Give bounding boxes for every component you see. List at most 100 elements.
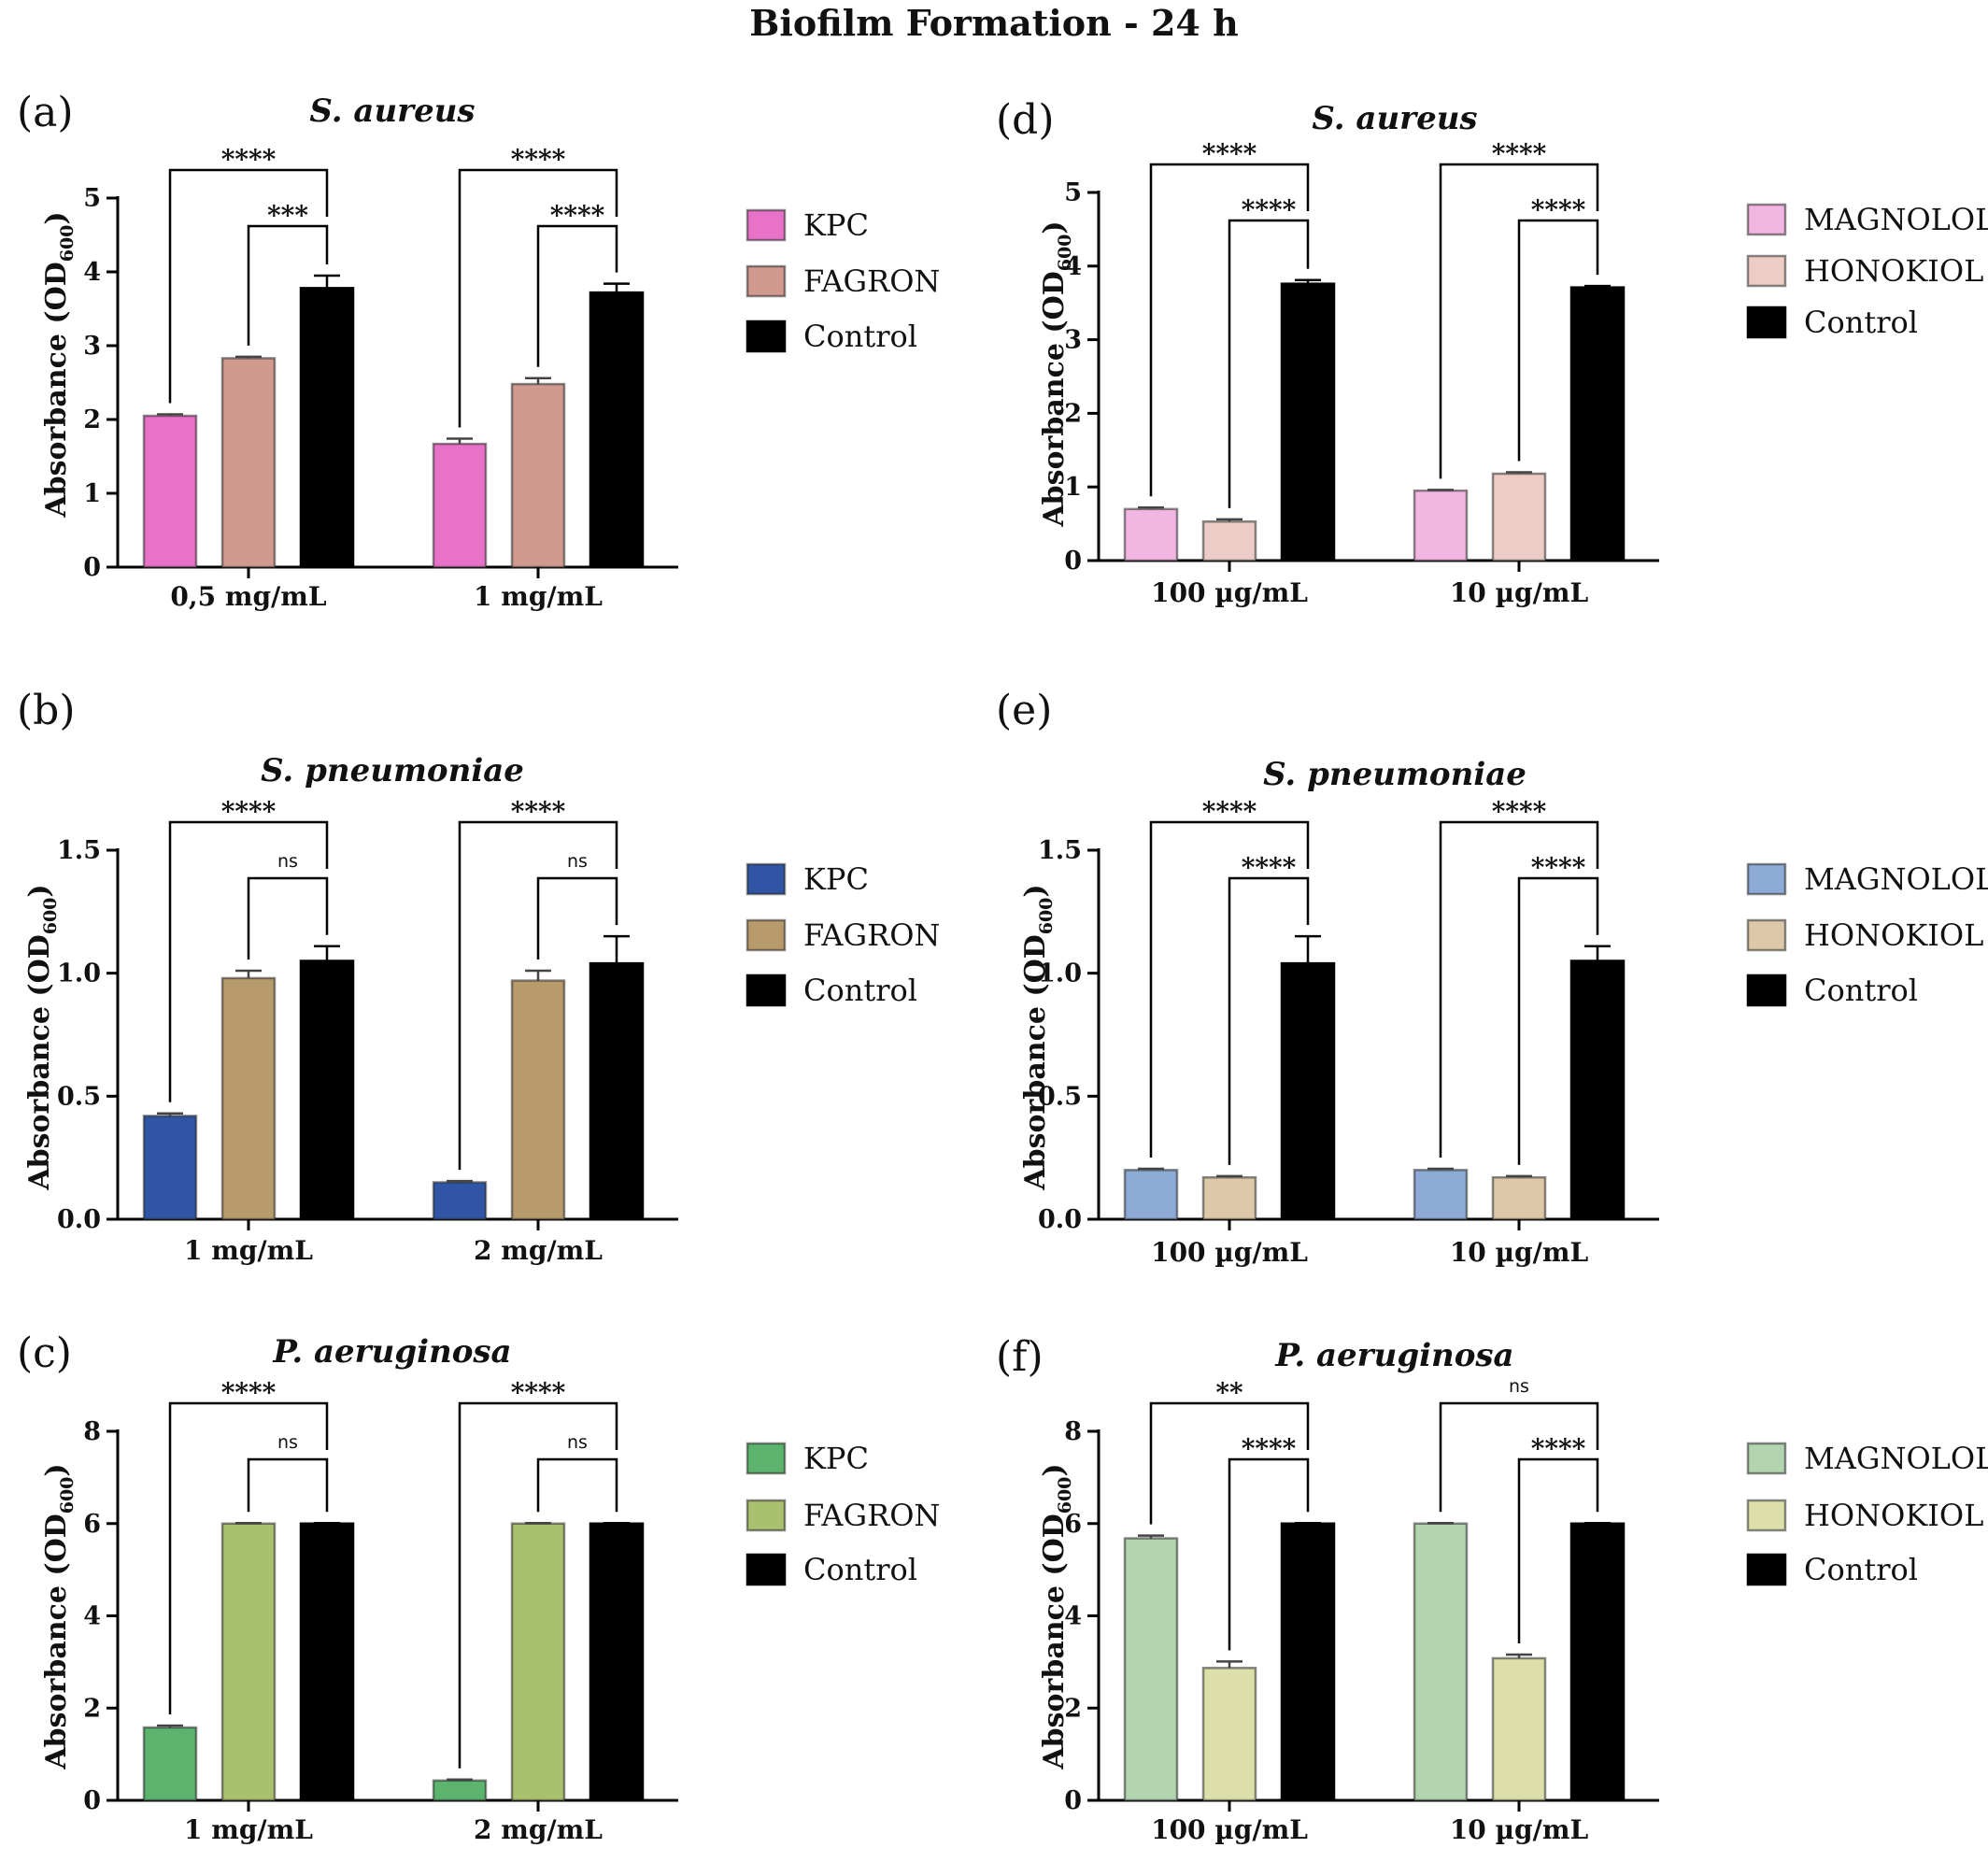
legend-swatch (746, 264, 787, 298)
x-category-label: 2 mg/mL (474, 1235, 603, 1266)
bar-control (1569, 1522, 1626, 1802)
y-tick-label: 0 (83, 553, 101, 582)
legend-swatch (746, 862, 787, 896)
y-axis-label: Absorbance (OD600) (1019, 884, 1057, 1190)
legend-label: FAGRON (803, 263, 940, 299)
y-tick-label: 5 (1064, 178, 1082, 207)
bar-fagron (510, 382, 566, 569)
bar-honokiol (1201, 519, 1257, 562)
bar-kpc (432, 1779, 488, 1802)
y-tick-label: 0.0 (1038, 1205, 1082, 1234)
legend-label: HONOKIOL (1804, 253, 1983, 289)
bar-magnolol (1413, 1522, 1469, 1802)
legend-label: FAGRON (803, 917, 940, 953)
legend-swatch (746, 1499, 787, 1532)
y-tick-label: 0 (83, 1786, 101, 1815)
legend-label: MAGNOLOL (1804, 1441, 1988, 1476)
bar-fagron (220, 357, 277, 569)
significance-label: **** (1242, 852, 1297, 883)
significance-bracket (1439, 820, 1599, 1158)
significance-bracket (168, 1401, 329, 1715)
panel-title: P. aeruginosa (272, 1333, 511, 1371)
bar-control (589, 961, 645, 1221)
x-category-label: 100 µg/mL (1151, 1237, 1308, 1268)
y-tick-label: 1.5 (1038, 836, 1082, 865)
legend-label: KPC (803, 1441, 869, 1476)
bar-kpc (432, 1181, 488, 1221)
bar-fagron (510, 1522, 566, 1802)
y-tick-label: 0.5 (1038, 1082, 1082, 1111)
significance-bracket (1439, 1401, 1599, 1513)
panel-label: (d) (996, 96, 1055, 144)
x-category-label: 100 µg/mL (1151, 1814, 1308, 1845)
significance-bracket (247, 224, 329, 346)
y-tick-label: 2 (83, 1694, 101, 1723)
y-tick-label: 3 (83, 332, 101, 361)
y-tick-label: 2 (1064, 1694, 1082, 1723)
bar-control (589, 1522, 645, 1802)
significance-label: ** (1215, 1377, 1243, 1408)
bar-control (299, 287, 355, 569)
significance-label: **** (1531, 194, 1586, 225)
bar-magnolol (1123, 1169, 1179, 1221)
legend-label: KPC (803, 861, 869, 897)
chart-panel-4: (d) S. aureus Absorbance (OD600) 0 1 2 3 4 5 100 … (996, 96, 1988, 608)
y-tick-label: 1.0 (57, 959, 101, 988)
significance-label: **** (1242, 1433, 1297, 1464)
significance-label: **** (511, 144, 566, 175)
significance-bracket (458, 1401, 618, 1769)
legend-label: HONOKIOL (1804, 1498, 1983, 1533)
legend-swatch (746, 974, 787, 1007)
y-tick-label: 0.0 (57, 1205, 101, 1234)
figure-title: Biofilm Formation - 24 h (749, 2, 1239, 44)
significance-bracket (1228, 219, 1310, 508)
significance-label: **** (550, 200, 605, 231)
bar-magnolol (1123, 507, 1179, 562)
y-tick-label: 5 (83, 184, 101, 213)
chart-panel-6: (f) P. aeruginosa Absorbance (OD600) 0 2 4 6 8 1… (996, 1333, 1988, 1845)
x-category-label: 100 µg/mL (1151, 577, 1308, 608)
legend-swatch (1746, 862, 1787, 896)
y-axis-label: Absorbance (OD600) (40, 211, 78, 518)
panel-label: (f) (996, 1333, 1044, 1381)
y-axis-label: Absorbance (OD600) (1038, 220, 1075, 527)
y-tick-label: 1.0 (1038, 959, 1082, 988)
bar-fagron (510, 979, 566, 1221)
legend-label: Control (803, 973, 917, 1008)
x-category-label: 1 mg/mL (184, 1814, 313, 1845)
x-category-label: 2 mg/mL (474, 1814, 603, 1845)
significance-bracket (247, 876, 329, 960)
x-category-label: 0,5 mg/mL (170, 581, 327, 612)
significance-bracket (536, 1457, 618, 1513)
y-tick-label: 4 (83, 258, 101, 287)
significance-label: **** (221, 1377, 277, 1408)
significance-label: **** (511, 1377, 566, 1408)
significance-label: ns (1509, 1376, 1529, 1397)
legend-label: Control (1804, 1552, 1918, 1587)
bar-kpc (142, 414, 198, 569)
legend-swatch (746, 918, 787, 952)
significance-bracket (1439, 163, 1599, 479)
significance-bracket (1149, 820, 1310, 1158)
y-tick-label: 6 (83, 1510, 101, 1539)
significance-label: ns (277, 851, 298, 872)
y-tick-label: 1 (83, 479, 101, 508)
chart-panel-5: (e) S. pneumoniae Absorbance (OD600) 0.0 0.5… (996, 687, 1988, 1268)
legend-swatch (1746, 1553, 1787, 1586)
legend-swatch (1746, 918, 1787, 952)
significance-label: **** (1202, 796, 1257, 827)
significance-label: **** (221, 144, 277, 175)
significance-label: *** (267, 200, 308, 231)
legend-swatch (1746, 203, 1787, 236)
y-axis-label: Absorbance (OD600) (1038, 1463, 1075, 1770)
significance-label: **** (221, 796, 277, 827)
legend-swatch (1746, 1499, 1787, 1532)
significance-bracket (1517, 1457, 1599, 1643)
y-tick-label: 1.5 (57, 836, 101, 865)
legend-label: Control (803, 319, 917, 354)
significance-bracket (1149, 163, 1310, 497)
bar-kpc (432, 442, 488, 569)
bar-honokiol (1491, 1656, 1547, 1802)
panel-title: S. pneumoniae (261, 752, 524, 789)
